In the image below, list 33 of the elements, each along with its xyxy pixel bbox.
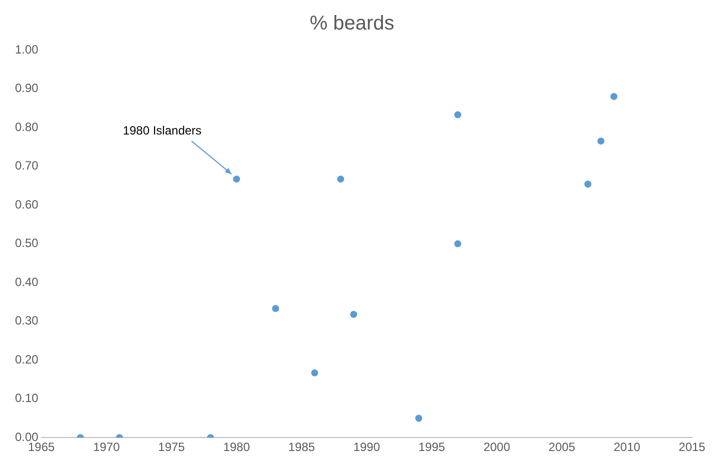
x-tick-label: 2000 (483, 440, 510, 454)
x-tick-label: 2015 (678, 440, 706, 454)
x-tick-label: 1995 (418, 440, 446, 454)
point (272, 305, 280, 312)
y-tick-label: 0.90 (14, 81, 39, 96)
point (610, 93, 618, 100)
y-tick-label: 0.70 (14, 158, 39, 173)
x-tick-label: 2010 (614, 440, 641, 454)
annotation: 1980 Islanders (122, 123, 202, 138)
point (233, 176, 240, 183)
y-tick-label: 0.80 (14, 120, 39, 134)
x-tick-label: 1985 (288, 440, 316, 454)
y-tick-label: 1.00 (14, 42, 39, 56)
x-tick-label: 1980 (223, 440, 250, 454)
point (415, 414, 422, 422)
chart-title: % beards (310, 12, 394, 35)
x-tick-label: 1970 (93, 440, 120, 454)
x-tick-label: 1990 (353, 440, 380, 454)
point (337, 176, 344, 183)
y-tick-label: 0.60 (14, 197, 39, 212)
point (454, 240, 462, 248)
y-tick-label: 0.30 (14, 314, 39, 328)
y-tick-label: 0.20 (14, 352, 39, 366)
point (350, 310, 358, 318)
y-tick-label: 0.50 (14, 236, 39, 250)
x-tick-label: 2005 (548, 440, 576, 454)
point (454, 111, 462, 118)
point (584, 180, 592, 188)
y-tick-label: 0.10 (14, 391, 39, 406)
point (597, 138, 604, 145)
x-tick-label: 1975 (158, 440, 186, 454)
point (311, 369, 318, 376)
y-tick-label: 0.40 (14, 274, 39, 289)
